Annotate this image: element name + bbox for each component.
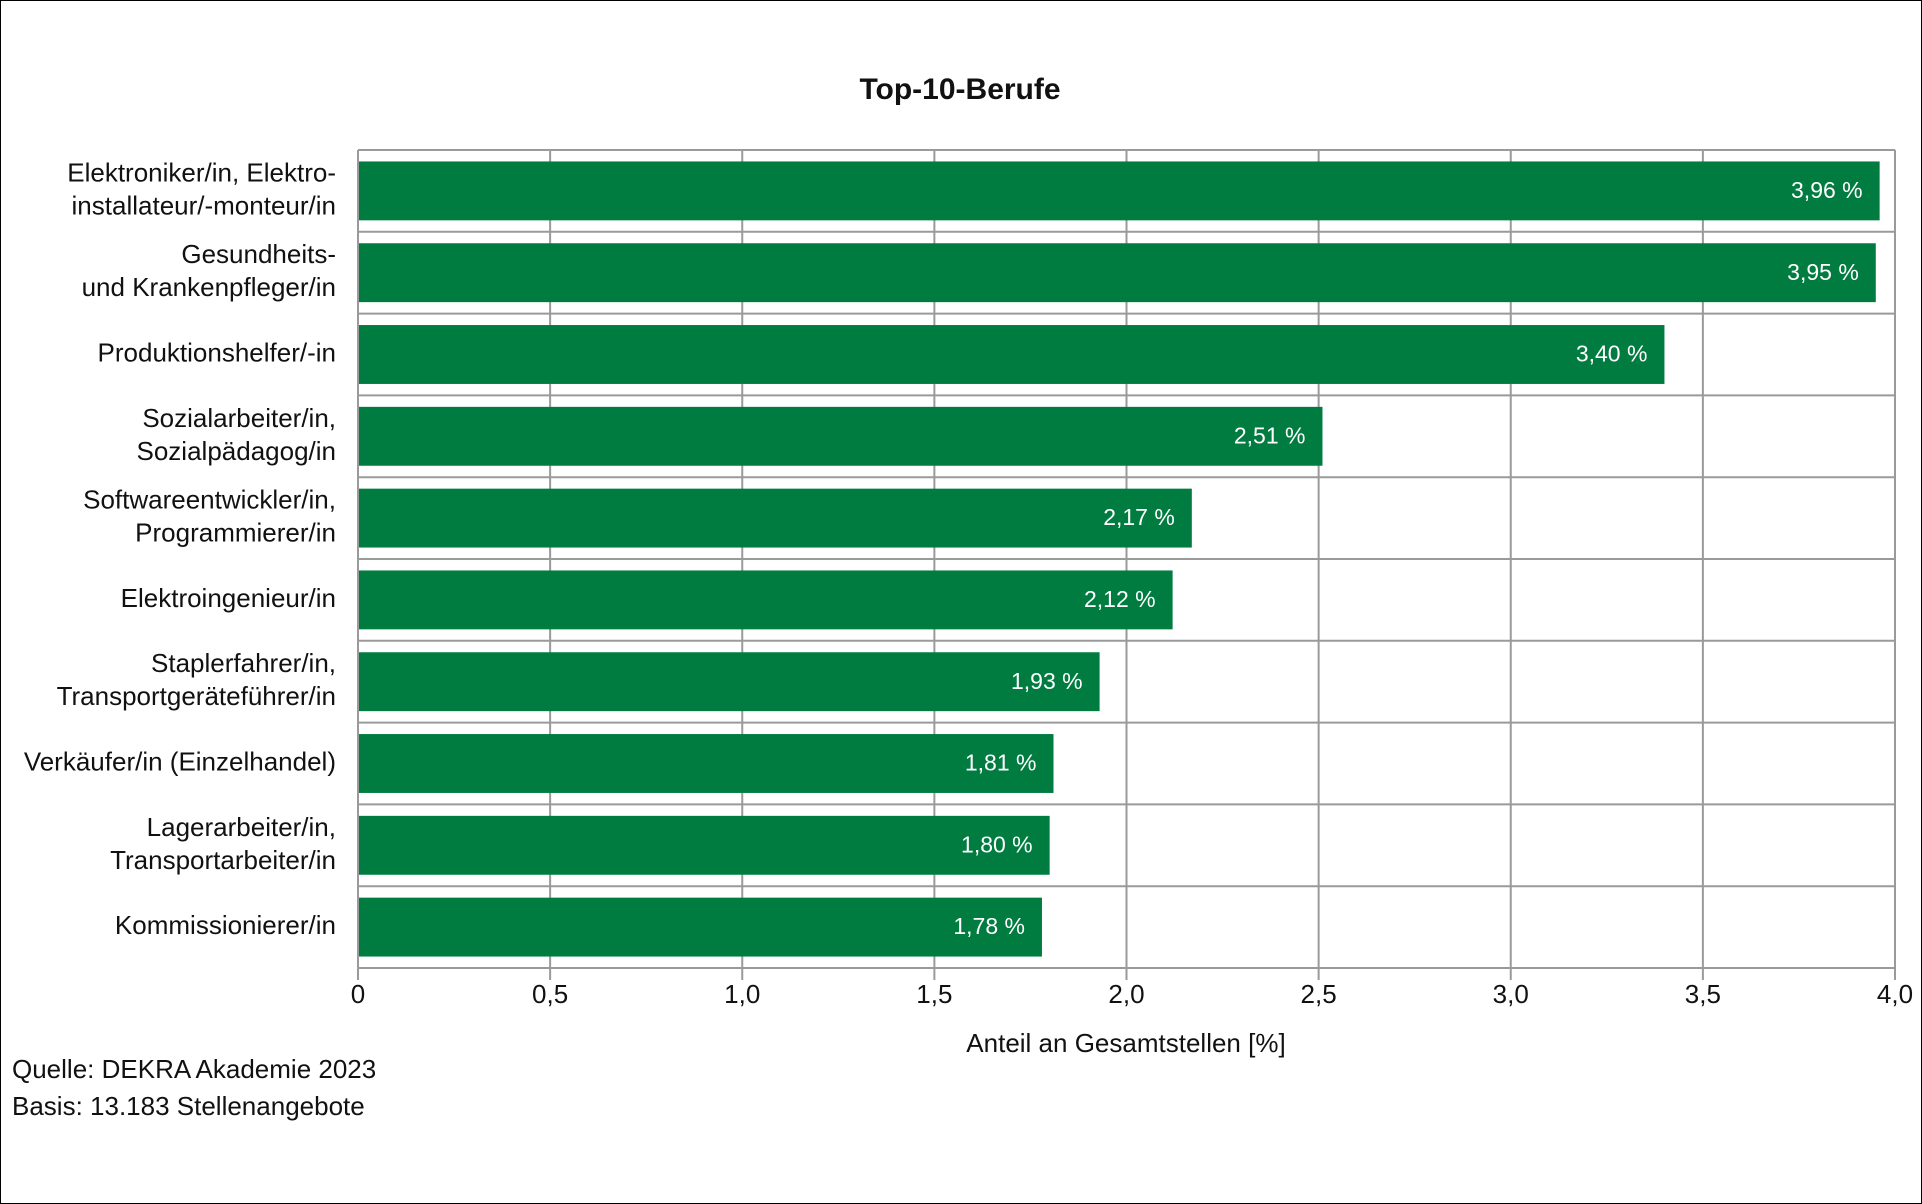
value-label: 1,93 % bbox=[1011, 668, 1083, 694]
y-tick-label: Elektroniker/in, Elektro-installateur/-m… bbox=[67, 157, 336, 220]
chart-title: Top-10-Berufe bbox=[859, 73, 1060, 106]
bar bbox=[358, 815, 1050, 875]
value-label: 2,51 % bbox=[1234, 422, 1306, 448]
y-tick-label: Kommissionierer/in bbox=[115, 910, 336, 940]
bar bbox=[358, 488, 1192, 548]
y-tick-label: Gesundheits-und Krankenpfleger/in bbox=[82, 239, 336, 302]
value-label: 3,96 % bbox=[1791, 177, 1863, 203]
value-label: 3,40 % bbox=[1576, 341, 1648, 367]
y-tick-label: Softwareentwickler/in, Programmierer/in bbox=[83, 484, 336, 547]
x-tick-label: 3,0 bbox=[1493, 979, 1529, 1009]
x-tick-label: 0,5 bbox=[532, 979, 568, 1009]
x-tick-label: 3,5 bbox=[1685, 979, 1721, 1009]
source-note: Quelle: DEKRA Akademie 2023 bbox=[12, 1054, 376, 1084]
y-tick-label: Verkäufer/in (Einzelhandel) bbox=[24, 746, 336, 776]
bar bbox=[358, 734, 1054, 793]
bar bbox=[358, 161, 1880, 221]
x-tick-label: 2,0 bbox=[1108, 979, 1144, 1009]
y-tick-label: Lagerarbeiter/in, Transportarbeiter/in bbox=[110, 812, 336, 875]
bar bbox=[358, 652, 1100, 712]
value-label: 1,80 % bbox=[961, 831, 1033, 857]
bar bbox=[358, 406, 1323, 466]
value-label: 2,12 % bbox=[1084, 586, 1156, 612]
y-tick-label: Produktionshelfer/-in bbox=[98, 337, 336, 367]
value-label: 3,95 % bbox=[1787, 259, 1859, 285]
value-label: 1,81 % bbox=[965, 750, 1037, 776]
x-tick-label: 1,5 bbox=[916, 979, 952, 1009]
bar bbox=[358, 325, 1665, 384]
x-tick-label: 0 bbox=[351, 979, 365, 1009]
x-axis-label: Anteil an Gesamtstellen [%] bbox=[966, 1028, 1285, 1058]
bar bbox=[358, 897, 1042, 957]
x-tick-label: 2,5 bbox=[1301, 979, 1337, 1009]
bar bbox=[358, 243, 1876, 303]
value-label: 1,78 % bbox=[953, 913, 1025, 939]
value-label: 2,17 % bbox=[1103, 504, 1175, 530]
x-tick-label: 1,0 bbox=[724, 979, 760, 1009]
x-tick-label: 4,0 bbox=[1877, 979, 1913, 1009]
y-tick-label: Elektroingenieur/in bbox=[121, 583, 336, 613]
bar bbox=[358, 570, 1173, 630]
y-tick-label: Sozialarbeiter/in, Sozialpädagog/in bbox=[137, 403, 337, 466]
basis-note: Basis: 13.183 Stellenangebote bbox=[12, 1091, 365, 1121]
y-tick-label: Staplerfahrer/in, Transportgeräteführer/i… bbox=[57, 648, 336, 711]
